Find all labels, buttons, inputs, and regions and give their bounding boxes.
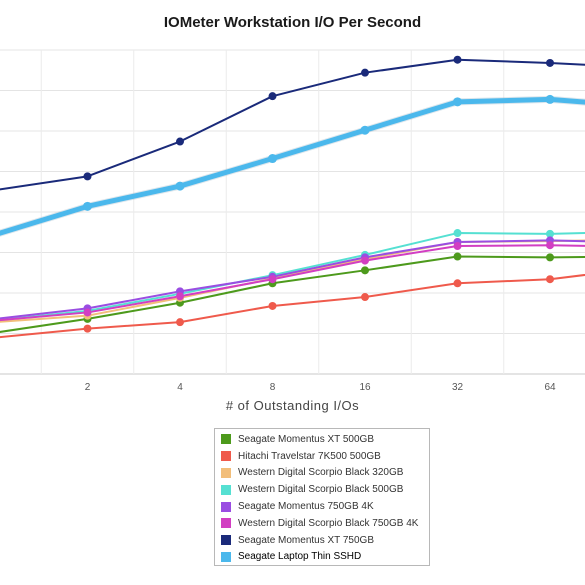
chart-title: IOMeter Workstation I/O Per Second [163, 14, 422, 31]
legend-item: Seagate Laptop Thin SSHD [221, 549, 423, 566]
legend-label: Seagate Laptop Thin SSHD [238, 551, 362, 563]
data-point [83, 324, 92, 333]
legend-swatch [221, 451, 231, 462]
data-point [268, 92, 277, 101]
data-point [546, 58, 554, 67]
legend-label: Seagate Momentus 750GB 4K [238, 501, 374, 513]
legend-item: Seagate Momentus XT 500GB [221, 431, 423, 448]
data-point [176, 292, 184, 301]
legend-label: Hitachi Travelstar 7K500 500GB [238, 450, 381, 462]
series-lines [0, 58, 585, 339]
legend-item: Seagate Momentus XT 750GB [221, 532, 423, 549]
data-point [83, 201, 92, 211]
data-point [545, 94, 555, 104]
x-tick-label: 8 [270, 382, 276, 393]
series-points [83, 55, 555, 333]
legend-item: Western Digital Scorpio Black 750GB 4K [221, 515, 423, 532]
legend-swatch [221, 484, 231, 495]
legend-item: Western Digital Scorpio Black 320GB [221, 465, 423, 482]
series-line [0, 244, 585, 322]
data-point [453, 55, 462, 64]
legend-swatch [221, 501, 231, 512]
series-line [0, 273, 585, 339]
legend-swatch [221, 535, 231, 546]
data-point [453, 279, 462, 288]
data-point [83, 172, 92, 181]
data-point [453, 97, 462, 107]
data-point [268, 154, 277, 164]
legend: Seagate Momentus XT 500GB Hitachi Travels… [214, 428, 430, 566]
legend-item: Hitachi Travelstar 7K500 500GB [221, 448, 423, 465]
series-line [0, 231, 585, 322]
data-point [268, 301, 277, 310]
x-tick-label: 2 [85, 382, 91, 393]
data-point [453, 252, 462, 261]
data-point [176, 318, 184, 327]
x-tick-label: 64 [544, 382, 556, 393]
data-point [546, 253, 554, 262]
data-point [268, 275, 277, 284]
data-point [175, 181, 185, 191]
data-point [361, 256, 369, 265]
legend-item: Western Digital Scorpio Black 500GB [221, 481, 423, 498]
data-point [360, 125, 370, 135]
data-point [453, 242, 462, 251]
series-line [0, 239, 585, 320]
legend-item: Seagate Momentus 750GB 4K [221, 498, 423, 515]
legend-label: Western Digital Scorpio Black 750GB 4K [238, 517, 419, 529]
series-line [0, 255, 585, 333]
legend-label: Western Digital Scorpio Black 320GB [238, 467, 404, 479]
grid-lines [0, 49, 585, 375]
series-line [0, 96, 585, 236]
data-point [453, 229, 462, 238]
x-tick-label: 16 [359, 382, 371, 393]
data-point [546, 275, 554, 284]
data-point [83, 308, 92, 317]
x-tick-label: 32 [452, 382, 464, 393]
data-point [361, 293, 369, 302]
legend-swatch [221, 434, 231, 445]
legend-label: Seagate Momentus XT 750GB [238, 534, 375, 546]
series-line [0, 58, 585, 191]
data-point [546, 241, 554, 250]
legend-swatch [221, 467, 231, 478]
x-tick-labels: 2 4 8 16 32 64 [85, 382, 556, 393]
x-tick-label: 4 [177, 382, 183, 393]
x-axis-label: # of Outstanding I/Os [225, 398, 360, 413]
data-point [176, 137, 184, 146]
legend-label: Seagate Momentus XT 500GB [238, 433, 375, 445]
data-point [546, 229, 554, 238]
series-shadow [0, 95, 585, 237]
data-point [361, 266, 369, 275]
chart-plot-area: 2 4 8 16 32 64 [0, 49, 585, 393]
legend-label: Western Digital Scorpio Black 500GB [238, 484, 404, 496]
data-point [361, 68, 369, 77]
legend-swatch [221, 551, 231, 562]
legend-swatch [221, 518, 231, 529]
